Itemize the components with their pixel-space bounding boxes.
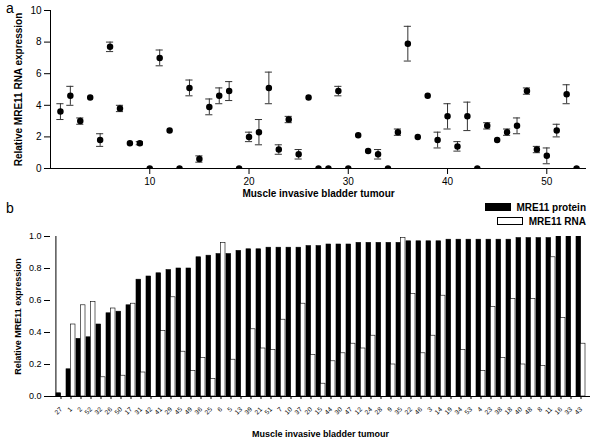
svg-text:42: 42 (143, 405, 153, 415)
svg-text:Relative MRE11 expression: Relative MRE11 expression (13, 258, 23, 375)
svg-text:25: 25 (203, 405, 213, 415)
svg-text:48: 48 (523, 405, 533, 415)
svg-text:0.6: 0.6 (29, 295, 42, 305)
svg-text:16: 16 (553, 405, 563, 415)
svg-text:3: 3 (426, 405, 434, 413)
svg-text:17: 17 (123, 405, 133, 415)
svg-text:14: 14 (433, 405, 443, 415)
svg-text:19: 19 (443, 405, 453, 415)
svg-text:4: 4 (476, 405, 484, 413)
svg-text:34: 34 (453, 405, 463, 415)
svg-text:26: 26 (103, 405, 113, 415)
svg-text:36: 36 (193, 405, 203, 415)
svg-text:49: 49 (183, 405, 193, 415)
svg-text:41: 41 (153, 405, 163, 415)
svg-text:43: 43 (573, 405, 583, 415)
html-text:b: b (6, 200, 14, 216)
svg-text:39: 39 (243, 405, 253, 415)
svg-text:Muscle invasive bladder tumour: Muscle invasive bladder tumour (242, 188, 394, 199)
html-text:MRE11 RNA: MRE11 RNA (528, 215, 586, 227)
svg-text:24: 24 (363, 405, 373, 415)
svg-text:1.0: 1.0 (29, 231, 42, 241)
svg-text:15: 15 (313, 405, 323, 415)
svg-text:2: 2 (36, 131, 42, 142)
html-text:MRE11 protein: MRE11 protein (516, 201, 586, 213)
svg-text:40: 40 (513, 405, 523, 415)
svg-text:2: 2 (76, 405, 84, 413)
svg-text:0: 0 (36, 163, 42, 174)
svg-text:31: 31 (133, 405, 143, 415)
svg-text:23: 23 (483, 405, 493, 415)
svg-text:22: 22 (403, 405, 413, 415)
svg-text:27: 27 (53, 405, 63, 415)
svg-text:0.8: 0.8 (29, 263, 42, 273)
svg-text:7: 7 (276, 405, 284, 413)
svg-text:12: 12 (353, 405, 363, 415)
svg-text:40: 40 (442, 176, 454, 187)
svg-text:53: 53 (463, 405, 473, 415)
svg-text:35: 35 (393, 405, 403, 415)
svg-text:29: 29 (163, 405, 173, 415)
svg-text:8: 8 (36, 36, 42, 47)
svg-text:6: 6 (216, 405, 224, 413)
svg-text:6: 6 (36, 68, 42, 79)
svg-text:45: 45 (173, 405, 183, 415)
svg-text:51: 51 (263, 405, 273, 415)
svg-text:5: 5 (226, 405, 234, 413)
svg-text:0.2: 0.2 (29, 359, 42, 369)
svg-text:50: 50 (541, 176, 553, 187)
svg-text:9: 9 (386, 405, 394, 413)
svg-text:46: 46 (413, 405, 423, 415)
svg-text:28: 28 (373, 405, 383, 415)
svg-text:Muscle invasive bladder tumour: Muscle invasive bladder tumour (252, 429, 390, 439)
html-text:a: a (6, 0, 14, 16)
svg-text:30: 30 (333, 405, 343, 415)
svg-text:20: 20 (303, 405, 313, 415)
svg-text:50: 50 (113, 405, 123, 415)
svg-text:1: 1 (66, 405, 74, 413)
svg-text:0.0: 0.0 (29, 391, 42, 401)
svg-text:21: 21 (253, 405, 263, 415)
svg-text:8: 8 (536, 405, 544, 413)
svg-text:44: 44 (323, 405, 333, 415)
svg-text:10: 10 (144, 176, 156, 187)
svg-text:11: 11 (543, 405, 553, 415)
svg-text:32: 32 (93, 405, 103, 415)
svg-text:30: 30 (343, 176, 355, 187)
svg-text:52: 52 (83, 405, 93, 415)
svg-text:13: 13 (233, 405, 243, 415)
svg-text:38: 38 (493, 405, 503, 415)
svg-text:18: 18 (503, 405, 513, 415)
svg-text:10: 10 (30, 5, 42, 16)
svg-text:20: 20 (243, 176, 255, 187)
svg-text:4: 4 (36, 100, 42, 111)
svg-text:47: 47 (343, 405, 353, 415)
svg-text:Relative MRE11 RNA expression: Relative MRE11 RNA expression (13, 13, 24, 167)
svg-text:37: 37 (293, 405, 303, 415)
svg-text:33: 33 (563, 405, 573, 415)
svg-text:10: 10 (283, 405, 293, 415)
svg-text:0.4: 0.4 (29, 327, 42, 337)
